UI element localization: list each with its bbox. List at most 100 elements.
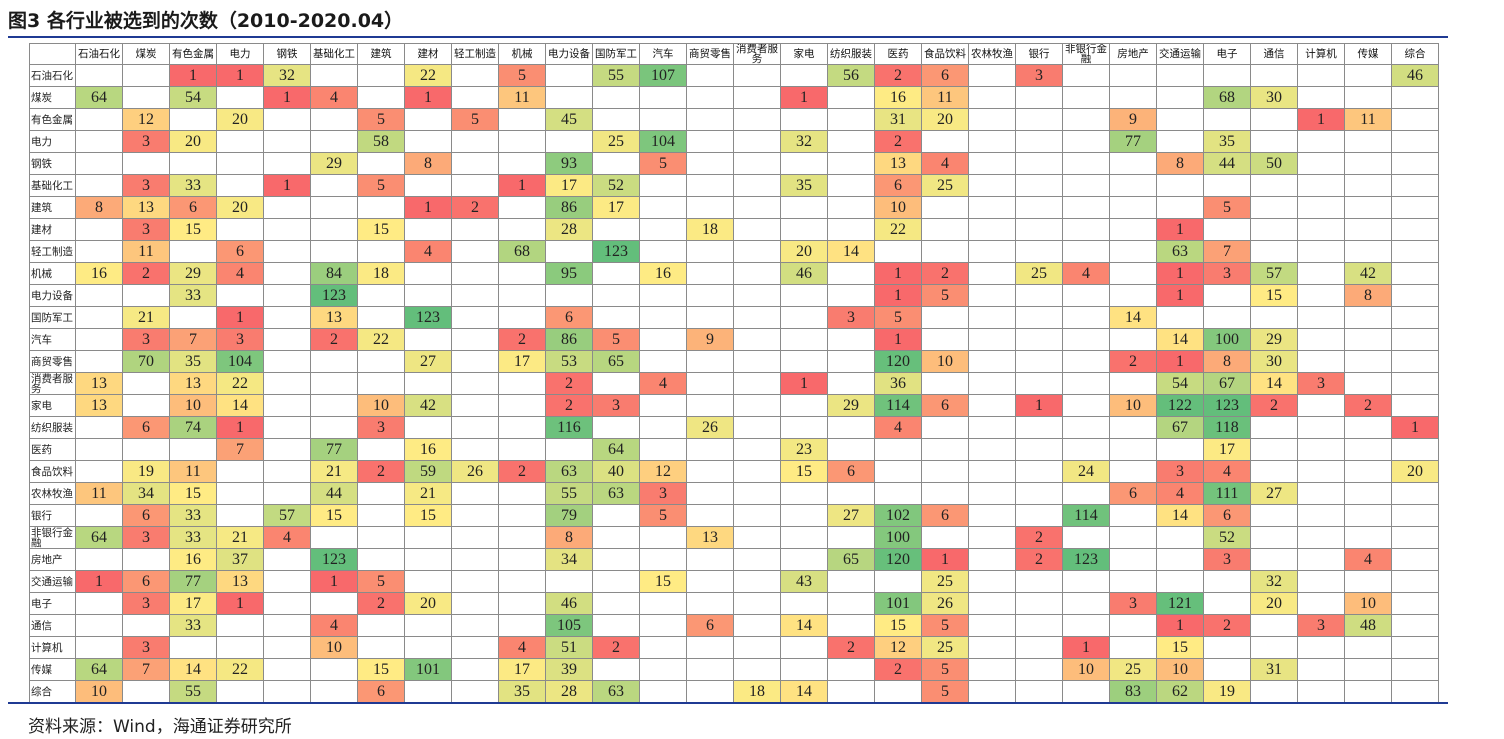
heatmap-cell: 1 bbox=[498, 174, 546, 197]
table-row: 计算机 3 10 4 51 2 2 12 25 1 15 bbox=[29, 636, 1439, 659]
heatmap-cell: 2 bbox=[545, 372, 593, 395]
heatmap-cell: 6 bbox=[686, 614, 734, 637]
heatmap-cell bbox=[75, 438, 123, 461]
heatmap-cell bbox=[686, 174, 734, 197]
heatmap-cell: 33 bbox=[169, 526, 217, 549]
heatmap-cell bbox=[780, 482, 828, 505]
heatmap-cell bbox=[1391, 240, 1439, 263]
heatmap-cell bbox=[686, 636, 734, 659]
heatmap-cell bbox=[545, 240, 593, 263]
heatmap-cell: 16 bbox=[169, 548, 217, 571]
heatmap-cell bbox=[968, 108, 1016, 131]
row-label: 基础化工 bbox=[29, 174, 76, 197]
heatmap-cell: 1 bbox=[1156, 218, 1204, 241]
heatmap-cell bbox=[498, 416, 546, 439]
heatmap-cell: 21 bbox=[216, 526, 264, 549]
heatmap-cell: 101 bbox=[874, 592, 922, 615]
heatmap-cell bbox=[733, 350, 781, 373]
heatmap-cell: 5 bbox=[639, 504, 687, 527]
heatmap-cell bbox=[1109, 86, 1157, 109]
heatmap-cell bbox=[1062, 614, 1110, 637]
heatmap-cell bbox=[780, 504, 828, 527]
heatmap-cell bbox=[639, 218, 687, 241]
heatmap-cell bbox=[592, 86, 640, 109]
heatmap-cell bbox=[1344, 526, 1392, 549]
heatmap-cell: 25 bbox=[921, 174, 969, 197]
heatmap-cell bbox=[357, 350, 405, 373]
heatmap-cell bbox=[733, 658, 781, 681]
heatmap-cell bbox=[1015, 152, 1063, 175]
heatmap-cell bbox=[263, 482, 311, 505]
heatmap-cell: 50 bbox=[1250, 152, 1298, 175]
heatmap-cell: 11 bbox=[1344, 108, 1392, 131]
heatmap-cell: 101 bbox=[404, 658, 452, 681]
heatmap-cell bbox=[1062, 64, 1110, 87]
heatmap-cell bbox=[1015, 372, 1063, 395]
heatmap-cell: 17 bbox=[498, 350, 546, 373]
heatmap-cell: 22 bbox=[404, 64, 452, 87]
heatmap-cell: 21 bbox=[122, 306, 170, 329]
heatmap-cell: 1 bbox=[1156, 262, 1204, 285]
heatmap-cell: 1 bbox=[216, 592, 264, 615]
heatmap-cell bbox=[75, 416, 123, 439]
heatmap-cell: 10 bbox=[169, 394, 217, 417]
table-row: 煤炭 64 54 1 4 1 11 1 16 11 68 30 bbox=[29, 86, 1439, 109]
heatmap-cell: 4 bbox=[404, 240, 452, 263]
heatmap-cell bbox=[451, 570, 499, 593]
heatmap-cell bbox=[921, 460, 969, 483]
heatmap-cell bbox=[122, 64, 170, 87]
column-header: 交通运输 bbox=[1156, 43, 1204, 65]
heatmap-cell: 15 bbox=[310, 504, 358, 527]
header-row: 石油石化 煤炭 有色金属 电力 钢铁 基础化工 建筑 建材 轻工制造 机械 电力设备 国防军工 汽车 商贸… bbox=[29, 43, 1439, 65]
heatmap-cell bbox=[921, 482, 969, 505]
heatmap-cell bbox=[1391, 152, 1439, 175]
bottom-rule bbox=[8, 702, 1448, 704]
heatmap-cell: 15 bbox=[780, 460, 828, 483]
column-header: 食品饮料 bbox=[921, 43, 969, 65]
heatmap-cell bbox=[827, 108, 875, 131]
heatmap-cell bbox=[122, 394, 170, 417]
heatmap-cell bbox=[1391, 130, 1439, 153]
heatmap-cell: 1 bbox=[310, 570, 358, 593]
heatmap-cell: 3 bbox=[639, 482, 687, 505]
heatmap-cell: 6 bbox=[827, 460, 875, 483]
heatmap-cell: 3 bbox=[122, 526, 170, 549]
heatmap-cell bbox=[1297, 284, 1345, 307]
heatmap-cell bbox=[404, 262, 452, 285]
heatmap-cell bbox=[122, 680, 170, 703]
heatmap-cell: 31 bbox=[1250, 658, 1298, 681]
heatmap-cell bbox=[1062, 218, 1110, 241]
heatmap-cell bbox=[451, 306, 499, 329]
heatmap-cell bbox=[75, 636, 123, 659]
heatmap-cell: 3 bbox=[827, 306, 875, 329]
heatmap-cell bbox=[1391, 658, 1439, 681]
heatmap-cell bbox=[498, 526, 546, 549]
heatmap-cell: 35 bbox=[780, 174, 828, 197]
heatmap-cell bbox=[263, 130, 311, 153]
heatmap-cell: 14 bbox=[780, 680, 828, 703]
heatmap-cell: 6 bbox=[874, 174, 922, 197]
heatmap-cell bbox=[310, 240, 358, 263]
heatmap-cell bbox=[1109, 328, 1157, 351]
row-label: 有色金属 bbox=[29, 108, 76, 131]
heatmap-cell bbox=[357, 152, 405, 175]
row-label: 电子 bbox=[29, 592, 76, 615]
heatmap-cell bbox=[780, 64, 828, 87]
column-header: 医药 bbox=[874, 43, 922, 65]
heatmap-cell: 10 bbox=[1109, 394, 1157, 417]
heatmap-cell: 15 bbox=[169, 482, 217, 505]
heatmap-cell bbox=[498, 592, 546, 615]
row-label: 轻工制造 bbox=[29, 240, 76, 263]
heatmap-cell bbox=[592, 548, 640, 571]
heatmap-cell: 27 bbox=[1250, 482, 1298, 505]
heatmap-cell: 35 bbox=[1203, 130, 1251, 153]
heatmap-cell: 45 bbox=[545, 108, 593, 131]
heatmap-cell bbox=[1156, 548, 1204, 571]
heatmap-cell bbox=[1344, 570, 1392, 593]
heatmap-cell bbox=[1015, 614, 1063, 637]
heatmap-cell bbox=[498, 504, 546, 527]
heatmap-cell bbox=[1109, 372, 1157, 395]
heatmap-cell: 46 bbox=[780, 262, 828, 285]
heatmap-cell bbox=[1391, 86, 1439, 109]
heatmap-cell: 20 bbox=[1250, 592, 1298, 615]
